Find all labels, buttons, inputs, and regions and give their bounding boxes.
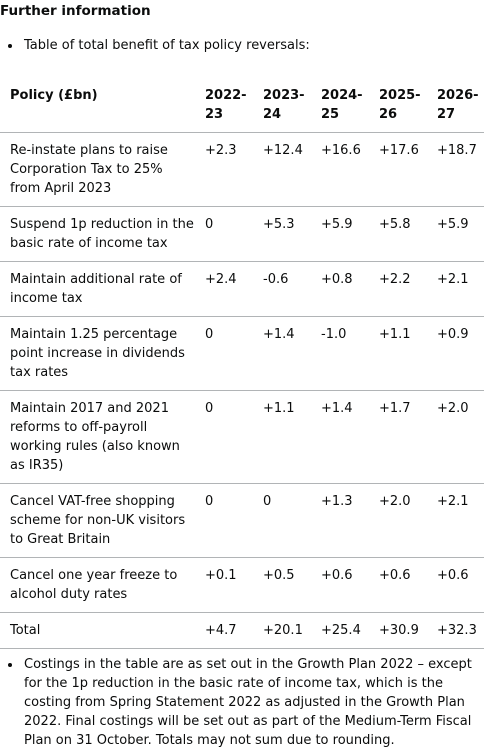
value-cell: +0.1 (205, 557, 263, 613)
table-row: Suspend 1p reduction in the basic rate o… (0, 206, 484, 262)
value-cell: +1.4 (263, 316, 321, 391)
value-cell: 0 (205, 390, 263, 484)
value-cell: +2.0 (379, 483, 437, 558)
policy-cell: Suspend 1p reduction in the basic rate o… (0, 206, 205, 262)
column-header: 2026-27 (437, 78, 484, 133)
column-header: 2023-24 (263, 78, 321, 133)
value-cell: +5.3 (263, 206, 321, 262)
value-cell: +0.6 (321, 557, 379, 613)
policy-cell: Maintain additional rate of income tax (0, 261, 205, 317)
column-header: Policy (£bn) (0, 78, 205, 133)
column-header: 2022-23 (205, 78, 263, 133)
policy-cell: Maintain 1.25 percentage point increase … (0, 316, 205, 391)
value-cell: +2.1 (437, 261, 484, 317)
policy-cell: Total (0, 612, 205, 649)
value-cell: +18.7 (437, 132, 484, 207)
table-row: Maintain 1.25 percentage point increase … (0, 316, 484, 391)
value-cell: 0 (205, 316, 263, 391)
value-cell: +0.9 (437, 316, 484, 391)
header-text: 2023-24 (263, 88, 305, 122)
table-row: Maintain 2017 and 2021 reforms to off-pa… (0, 390, 484, 484)
value-cell: 0 (263, 483, 321, 558)
column-header: 2024-25 (321, 78, 379, 133)
policy-cell: Cancel VAT-free shopping scheme for non-… (0, 483, 205, 558)
header-text: 2026-27 (437, 88, 479, 122)
table-body: Re-instate plans to raise Corporation Ta… (0, 132, 484, 649)
value-cell: +1.1 (379, 316, 437, 391)
header-text: 2022-23 (205, 88, 247, 122)
value-cell: +4.7 (205, 612, 263, 649)
value-cell: +25.4 (321, 612, 379, 649)
note-list: Costings in the table are as set out in … (0, 655, 478, 750)
policy-cell: Maintain 2017 and 2021 reforms to off-pa… (0, 390, 205, 484)
value-cell: +2.0 (437, 390, 484, 484)
value-cell: +2.2 (379, 261, 437, 317)
section-title: Further information (0, 3, 151, 19)
column-header: 2025-26 (379, 78, 437, 133)
value-cell: +1.3 (321, 483, 379, 558)
bullet: Table of total benefit of tax policy rev… (8, 36, 474, 55)
table-row: Cancel one year freeze to alcohol duty r… (0, 557, 484, 613)
table-row: Cancel VAT-free shopping scheme for non-… (0, 483, 484, 558)
value-cell: +2.1 (437, 483, 484, 558)
policy-cell: Cancel one year freeze to alcohol duty r… (0, 557, 205, 613)
value-cell: 0 (205, 483, 263, 558)
value-cell: +5.9 (437, 206, 484, 262)
header-text: 2025-26 (379, 88, 421, 122)
value-cell: +1.1 (263, 390, 321, 484)
table: Policy (£bn) 2022-23 2023-24 2024-25 2025-26… (0, 78, 484, 649)
header-row: Policy (£bn) 2022-23 2023-24 2024-25 2025-26… (0, 78, 484, 133)
value-cell: +1.4 (321, 390, 379, 484)
table-row: Re-instate plans to raise Corporation Ta… (0, 132, 484, 207)
value-cell: +30.9 (379, 612, 437, 649)
value-cell: +12.4 (263, 132, 321, 207)
table-row: Maintain additional rate of income tax +2… (0, 261, 484, 317)
value-cell: +32.3 (437, 612, 484, 649)
header-text: 2024-25 (321, 88, 363, 122)
value-cell: +0.5 (263, 557, 321, 613)
table-row: Total +4.7 +20.1 +25.4 +30.9 +32.3 (0, 612, 484, 649)
value-cell: +16.6 (321, 132, 379, 207)
value-cell: +17.6 (379, 132, 437, 207)
value-cell: +20.1 (263, 612, 321, 649)
value-cell: -1.0 (321, 316, 379, 391)
intro-list: Table of total benefit of tax policy rev… (0, 36, 474, 55)
policy-cell: Re-instate plans to raise Corporation Ta… (0, 132, 205, 207)
value-cell: 0 (205, 206, 263, 262)
value-cell: -0.6 (263, 261, 321, 317)
value-cell: +2.3 (205, 132, 263, 207)
header-text: Policy (£bn) (10, 88, 98, 103)
value-cell: +5.8 (379, 206, 437, 262)
value-cell: +1.7 (379, 390, 437, 484)
value-cell: +0.6 (437, 557, 484, 613)
value-cell: +5.9 (321, 206, 379, 262)
bullet: Costings in the table are as set out in … (8, 655, 478, 750)
value-cell: +0.8 (321, 261, 379, 317)
value-cell: +0.6 (379, 557, 437, 613)
value-cell: +2.4 (205, 261, 263, 317)
